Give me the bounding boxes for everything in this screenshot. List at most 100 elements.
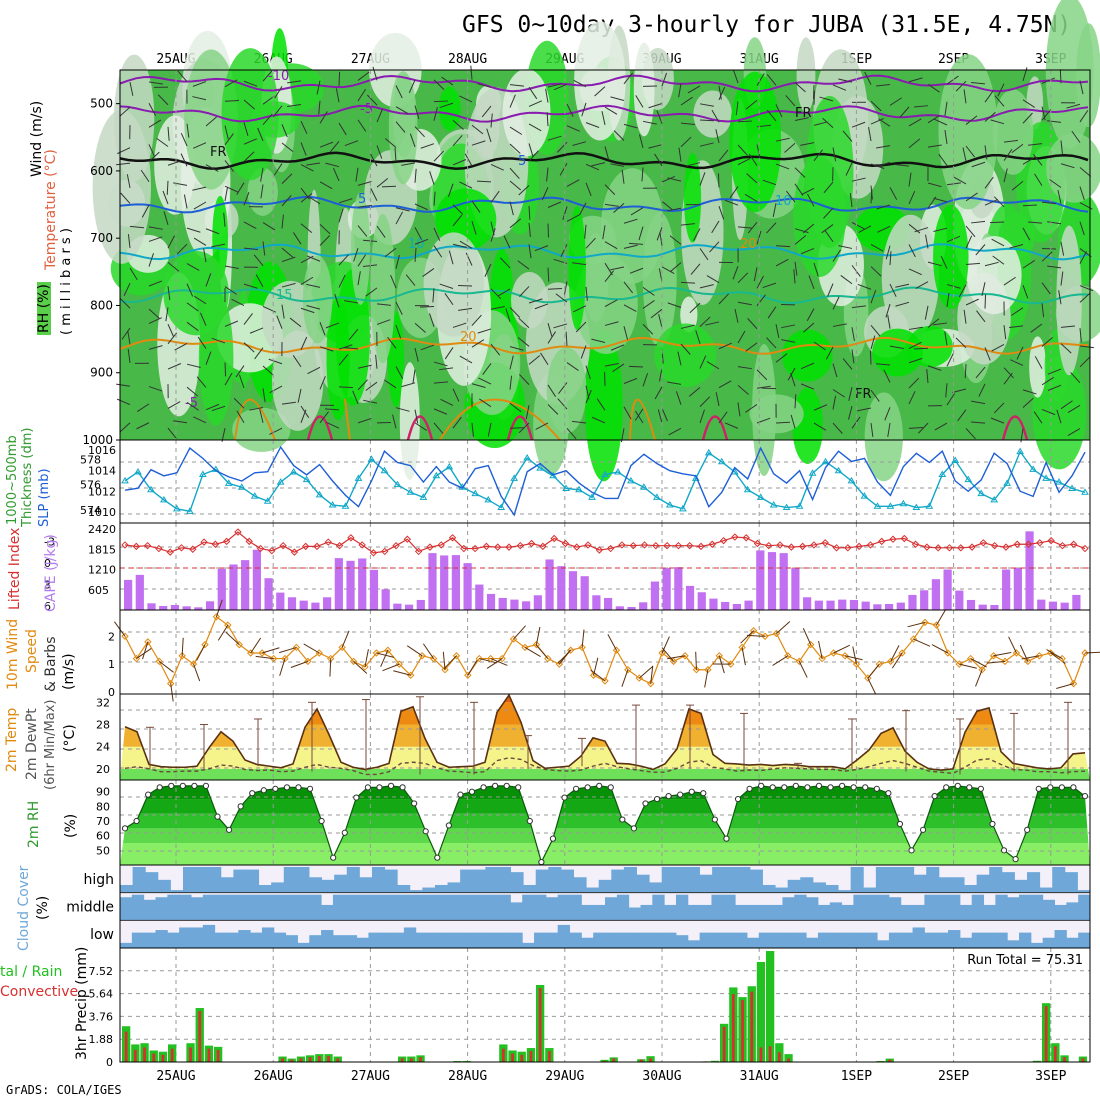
cloud-cover-cell xyxy=(356,894,369,921)
wind-barb xyxy=(148,226,163,230)
precip-convective-bar xyxy=(768,1046,772,1062)
cloud-cover-cell xyxy=(392,932,405,948)
wind-barb xyxy=(678,147,682,162)
rh-shade-patch xyxy=(351,192,371,305)
wind-speed-point xyxy=(875,660,883,668)
wind-barb xyxy=(120,192,131,204)
cloud-cover-cell xyxy=(226,932,239,948)
cloud-cover-cell xyxy=(534,894,547,921)
wind-barb xyxy=(300,120,308,135)
cloud-cover-cell xyxy=(724,867,738,893)
wind-barb xyxy=(470,65,473,80)
wind-barb xyxy=(433,100,449,103)
rh2m-point xyxy=(445,822,452,829)
wind-barb xyxy=(745,342,758,352)
precip-convective-bar xyxy=(750,991,754,1062)
wind-barb xyxy=(876,161,891,167)
wind-barb xyxy=(1059,69,1062,84)
wind-barb xyxy=(807,193,815,207)
lifted-index-point xyxy=(697,542,705,551)
wind-barb xyxy=(800,247,815,255)
wind-barb xyxy=(851,177,866,182)
wind-barb xyxy=(1060,400,1073,410)
wind-barb xyxy=(376,177,389,188)
wind-barb xyxy=(547,323,553,337)
rh-shade-patch xyxy=(92,109,151,264)
wind-barb xyxy=(186,263,200,271)
wind-barb xyxy=(306,304,321,310)
lifted-index-point xyxy=(256,544,265,553)
wind-barb xyxy=(908,138,921,149)
wind-barb xyxy=(667,207,682,212)
wind-barb xyxy=(965,192,978,202)
lifted-index-point xyxy=(979,539,988,547)
wind-barb xyxy=(927,114,941,124)
wind-barb xyxy=(395,211,404,225)
cape-tick-label: 1815 xyxy=(88,543,116,556)
surface-wind-barb xyxy=(524,646,541,657)
cloud-cover-cell xyxy=(190,927,204,948)
lifted-index-point xyxy=(719,536,728,545)
wind-barb xyxy=(123,282,131,297)
cloud-cover-cell xyxy=(368,894,381,921)
wind-speed-point xyxy=(212,613,221,621)
wind-barb xyxy=(657,409,663,424)
thickness-point xyxy=(1003,479,1012,486)
rh2m-point xyxy=(376,784,383,791)
cloud-cover-cell xyxy=(865,894,878,921)
wind-barb xyxy=(329,140,340,153)
wind-barb xyxy=(885,245,891,260)
thickness-point xyxy=(1029,465,1037,472)
lifted-index-point xyxy=(957,544,965,552)
wind-barb xyxy=(924,305,929,320)
wind-barb xyxy=(732,266,739,280)
wind-barb xyxy=(509,346,524,351)
wind-barb xyxy=(414,126,425,138)
cloud-cover-cell xyxy=(926,867,940,893)
wind-barb xyxy=(509,143,521,154)
wind-barb xyxy=(509,167,520,179)
wind-barb xyxy=(439,367,454,371)
wind-barb xyxy=(803,322,815,333)
bottom-day-label: 29AUG xyxy=(545,1069,584,1084)
cloud-cover-cell xyxy=(569,932,582,948)
thickness-point xyxy=(990,495,999,503)
wind-barb xyxy=(167,401,181,409)
wind-speed-point xyxy=(715,652,723,660)
cape-bar xyxy=(697,592,706,610)
wind-barb xyxy=(519,374,530,385)
wind-barb xyxy=(186,283,194,297)
wind-barb xyxy=(984,347,991,361)
wind-barb xyxy=(1067,404,1081,413)
cloud-cover-cell xyxy=(250,932,263,948)
wind-barb xyxy=(984,294,987,309)
cloud-row-label: low xyxy=(90,927,114,943)
wind-barb xyxy=(281,256,296,263)
wind-barb xyxy=(965,235,973,249)
rh2m-point xyxy=(225,826,233,833)
wind-barb xyxy=(1047,368,1062,375)
wind-barb xyxy=(870,118,885,125)
cloud-cover-cell xyxy=(995,894,1008,921)
wind-speed-point xyxy=(372,649,381,657)
thickness-point xyxy=(1081,488,1089,495)
wind-barb xyxy=(690,263,701,275)
precip-convective-bar xyxy=(538,988,542,1062)
wind-barb xyxy=(1022,389,1037,395)
pressure-tick-label: 1000 xyxy=(82,433,113,447)
precip-tick-label: 0 xyxy=(106,1056,113,1069)
wind-barb xyxy=(319,181,333,190)
lifted-index-point xyxy=(166,548,174,556)
wind-barb xyxy=(173,420,188,424)
wind-barb xyxy=(756,369,768,381)
wind-barb xyxy=(724,422,739,429)
wind-speed-point xyxy=(338,643,346,652)
cloud-cover-cell xyxy=(863,887,877,893)
cape-bar xyxy=(252,549,261,610)
wind-barb xyxy=(484,263,492,277)
wind-barb xyxy=(613,130,625,141)
wind-barb xyxy=(952,388,967,393)
thickness-point xyxy=(367,455,376,462)
cape-tick-label: 605 xyxy=(88,584,109,597)
wind-barb xyxy=(857,283,872,290)
